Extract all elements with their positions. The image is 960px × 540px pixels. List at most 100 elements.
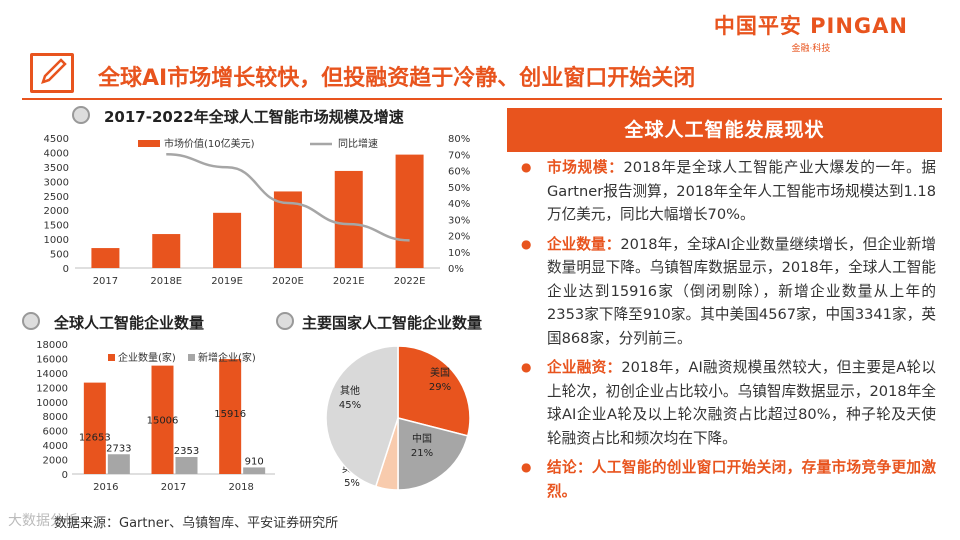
y-tick-label: 6000 [43, 427, 68, 438]
y2-tick-label: 10% [448, 248, 470, 259]
pingan-logo: 中国平安 PINGAN 金融·科技 [714, 10, 908, 54]
pie-slice [397, 417, 469, 491]
x-tick-label: 2018E [150, 276, 182, 287]
title-divider [22, 98, 942, 100]
edit-pencil-icon [30, 53, 74, 93]
y-tick-label: 500 [50, 250, 69, 261]
section-bullet-icon [22, 312, 40, 330]
status-panel-header: 全球人工智能发展现状 [507, 108, 942, 152]
y-tick-label: 2000 [44, 206, 69, 217]
y-tick-label: 0 [63, 264, 69, 275]
x-tick-label: 2016 [93, 482, 118, 493]
y2-tick-label: 40% [448, 199, 470, 210]
x-tick-label: 2019E [211, 276, 243, 287]
section-bullet-icon [276, 312, 294, 330]
y-tick-label: 1500 [44, 221, 69, 232]
bullet-company-count: ● 企业数量：2018年，全球AI企业数量继续增长，但企业新增数量明显下降。乌镇… [515, 233, 936, 351]
bullet-dot-icon: ● [521, 360, 532, 374]
data-label: 15916 [214, 409, 246, 420]
pie-value-label: 45% [339, 400, 361, 411]
pie-label: 中国 [412, 432, 432, 445]
x-tick-label: 2022E [394, 276, 426, 287]
y2-tick-label: 30% [448, 215, 470, 226]
y2-tick-label: 50% [448, 183, 470, 194]
data-label: 15006 [147, 416, 179, 427]
bar-new-companies [175, 457, 198, 474]
status-panel: 全球人工智能发展现状 ● 市场规模：2018年是全球人工智能产业大爆发的一年。据… [507, 108, 942, 513]
legend-label: 市场价值(10亿美元) [164, 137, 255, 150]
y-tick-label: 18000 [36, 340, 68, 351]
bar-market-value [395, 154, 424, 268]
y-tick-label: 0 [62, 470, 68, 481]
pie-label: 其他 [340, 384, 360, 397]
pie-slice [397, 345, 471, 437]
companies-chart: 0 2000 4000 6000 8000 10000 12000 14000 16000 180… [36, 340, 275, 493]
legend-swatch-bar [138, 140, 160, 147]
data-label: 910 [245, 456, 264, 467]
x-tick-label: 2017 [93, 276, 118, 287]
y-tick-label: 4000 [44, 148, 69, 159]
market-chart-title: 2017-2022年全球人工智能市场规模及增速 [104, 108, 404, 126]
y2-tick-label: 60% [448, 167, 470, 178]
bullet-dot-icon: ● [521, 160, 532, 174]
y-tick-label: 12000 [36, 383, 68, 394]
y-tick-label: 2500 [44, 192, 69, 203]
bullet-dot-icon: ● [521, 460, 532, 474]
bar-market-value [91, 248, 120, 268]
y-tick-label: 2000 [43, 456, 68, 467]
y-tick-label: 4000 [43, 441, 68, 452]
y2-tick-label: 70% [448, 150, 470, 161]
line-growth-rate [166, 153, 410, 242]
pie-value-label: 5% [344, 478, 360, 489]
companies-chart-title: 全球人工智能企业数量 [54, 314, 205, 332]
watermark: 大数据分析 [8, 513, 78, 529]
y-tick-label: 8000 [43, 412, 68, 423]
data-label: 2353 [174, 446, 199, 457]
y2-tick-label: 0% [448, 264, 464, 275]
bullet-dot-icon: ● [521, 236, 532, 251]
bar-market-value [213, 212, 242, 268]
bar-company-count [219, 359, 242, 474]
bar-new-companies [243, 467, 266, 474]
logo-text: 中国平安 PINGAN [713, 14, 908, 38]
pie-slice [325, 345, 399, 488]
y2-tick-label: 20% [448, 232, 470, 243]
legend-swatch-bar [108, 354, 115, 361]
slide-title: 全球AI市场增长较快，但投融资趋于冷静、创业窗口开始关闭 [98, 66, 696, 91]
y-tick-label: 3000 [44, 177, 69, 188]
legend-label: 企业数量(家) [118, 351, 176, 364]
y-tick-label: 1000 [44, 235, 69, 246]
legend-label: 同比增速 [338, 137, 378, 150]
x-tick-label: 2017 [161, 482, 186, 493]
legend-swatch-bar [188, 354, 195, 361]
pie-value-label: 29% [429, 382, 451, 393]
slide-header: 全球AI市场增长较快，但投融资趋于冷静、创业窗口开始关闭 [22, 50, 942, 100]
bar-company-count [151, 365, 174, 474]
y-tick-label: 3500 [44, 163, 69, 174]
bullet-conclusion: ● 结论：人工智能的创业窗口开始关闭，存量市场竞争更加激烈。 [515, 456, 936, 503]
x-tick-label: 2021E [333, 276, 365, 287]
data-label: 2733 [106, 443, 131, 454]
bar-market-value [334, 170, 363, 268]
logo-subtitle: 金融·科技 [791, 44, 831, 54]
section-bullet-icon [72, 106, 90, 124]
y-tick-label: 16000 [36, 354, 68, 365]
pie-value-label: 21% [411, 448, 433, 459]
market-size-chart: 0 500 1000 1500 2000 2500 3000 3500 4000 4500 0% 10… [44, 134, 471, 287]
y-tick-label: 4500 [44, 134, 69, 145]
bar-company-count [83, 382, 106, 474]
data-label: 12653 [79, 433, 111, 444]
y2-tick-label: 80% [448, 134, 470, 145]
bar-market-value [152, 234, 181, 268]
x-tick-label: 2018 [228, 482, 253, 493]
legend-label: 新增企业(家) [198, 351, 256, 364]
countries-chart-title: 主要国家人工智能企业数量 [302, 314, 483, 332]
bullet-financing: ● 企业融资：2018年，AI融资规模虽然较大，但主要是A轮以上轮次，初创企业占… [515, 356, 936, 450]
bullet-market-size: ● 市场规模：2018年是全球人工智能产业大爆发的一年。据Gartner报告测算… [515, 156, 936, 227]
y-tick-label: 10000 [36, 398, 68, 409]
x-tick-label: 2020E [272, 276, 304, 287]
pie-label: 美国 [430, 366, 450, 379]
y-tick-label: 14000 [36, 369, 68, 380]
data-source: 数据来源：Gartner、乌镇智库、平安证券研究所 [54, 516, 339, 531]
